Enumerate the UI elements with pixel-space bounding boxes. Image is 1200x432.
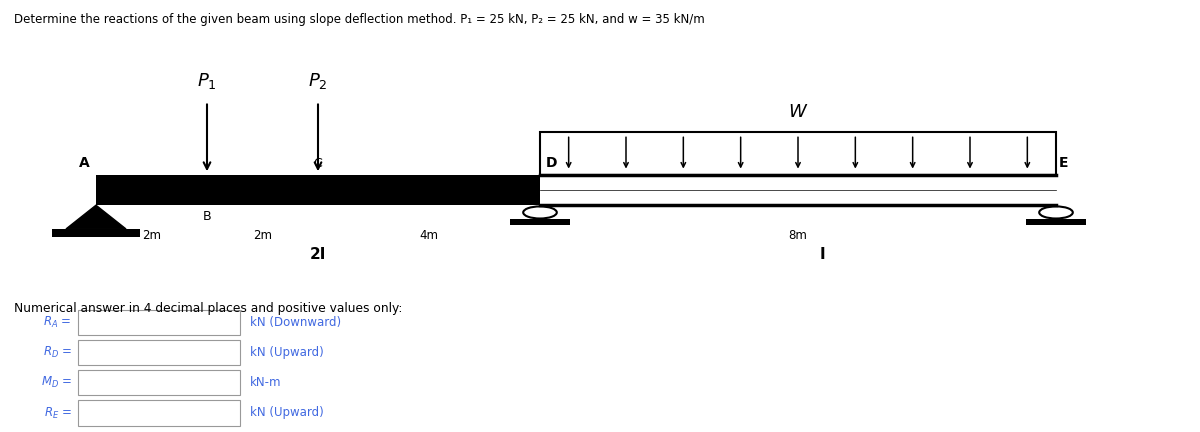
Text: $R_E$ =: $R_E$ =	[44, 406, 72, 420]
Bar	[78, 310, 240, 335]
Text: kN (Upward): kN (Upward)	[250, 407, 323, 419]
Text: E: E	[1058, 156, 1068, 170]
Text: $P_2$: $P_2$	[308, 71, 328, 91]
Text: $R_A$ =: $R_A$ =	[43, 315, 72, 330]
Bar	[96, 175, 540, 205]
Text: 2m: 2m	[253, 229, 272, 242]
Bar	[510, 219, 570, 226]
Bar	[78, 340, 240, 365]
Text: kN (Downward): kN (Downward)	[250, 316, 341, 329]
Text: 8m: 8m	[788, 229, 808, 242]
Bar	[1026, 219, 1086, 226]
Text: $M_D$ =: $M_D$ =	[41, 375, 72, 390]
Bar	[540, 132, 1056, 175]
Bar	[52, 229, 140, 237]
Text: Numerical answer in 4 decimal places and positive values only:: Numerical answer in 4 decimal places and…	[14, 302, 403, 315]
Text: $W$: $W$	[788, 103, 808, 121]
Polygon shape	[66, 205, 126, 229]
Text: 2m: 2m	[142, 229, 161, 242]
Text: 4m: 4m	[420, 229, 438, 242]
Bar	[78, 370, 240, 395]
Text: 2I: 2I	[310, 248, 326, 262]
Text: I: I	[820, 248, 824, 262]
Text: Determine the reactions of the given beam using slope deflection method. P₁ = 25: Determine the reactions of the given bea…	[14, 13, 706, 26]
Text: kN (Upward): kN (Upward)	[250, 346, 323, 359]
Bar	[78, 400, 240, 426]
Text: D: D	[546, 156, 558, 170]
Text: C: C	[313, 157, 323, 170]
Text: kN-m: kN-m	[250, 376, 281, 389]
Text: $R_D$ =: $R_D$ =	[43, 345, 72, 360]
Text: A: A	[79, 156, 90, 170]
Text: B: B	[203, 210, 211, 223]
Text: $P_1$: $P_1$	[197, 71, 217, 91]
